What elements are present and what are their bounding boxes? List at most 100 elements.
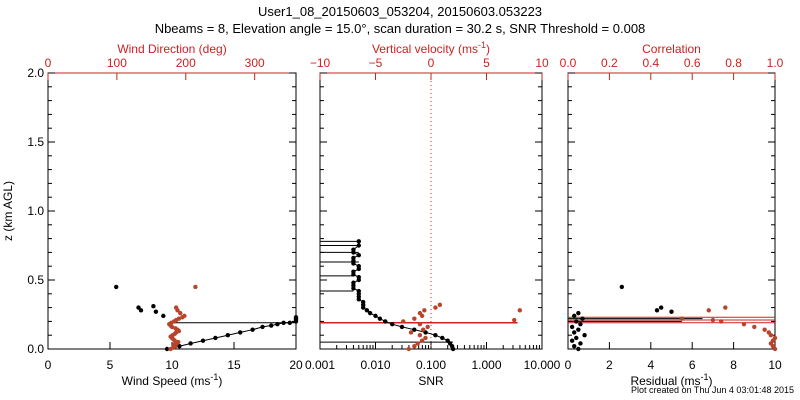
panel3-series-0-point [582, 333, 587, 338]
panel3-top-tick-label: 0.2 [601, 56, 618, 70]
panel2-series-0-point [412, 327, 417, 332]
panel3-series-1-point [772, 335, 778, 341]
panel2-series-1-point [517, 308, 522, 313]
panel1-series-0-point [260, 324, 265, 330]
panel2-series-1-point [417, 333, 423, 338]
panel3-series-0-point [654, 308, 660, 313]
panel3-x-tick-label: 2 [606, 358, 613, 372]
panel1-top-tick-label: 300 [245, 56, 265, 70]
panel1-series-0-point [225, 333, 230, 338]
panel2-x-axis-label: SNR [418, 374, 444, 388]
panel3-series-0-point [572, 344, 577, 349]
panel1-y-tick-label: 1.0 [27, 204, 44, 218]
panel1-x-tick-label: 15 [227, 358, 241, 372]
panel2-series-1-point [406, 346, 411, 352]
panel1-series-0-point [293, 315, 299, 320]
panel2-series-1-point [419, 338, 425, 343]
panel2-series-1-point [412, 316, 417, 321]
panel2-series-0-point [351, 255, 356, 261]
panel3-series-1-point [752, 324, 757, 330]
panel1-series-0-point [287, 320, 292, 325]
panel3-series-0-point [619, 284, 625, 290]
panel1-series-0-point [281, 320, 286, 325]
panel3-series-1-point [710, 317, 716, 323]
panel1-series-0-point [188, 341, 193, 346]
panel2-series-1-point [433, 305, 438, 310]
panel3-top-tick-label: 0.6 [684, 56, 701, 70]
panel1-series-0-point [275, 321, 280, 327]
panel3-series-1-point [762, 327, 767, 332]
panel2-series-1-point [437, 302, 443, 308]
panel1-x-tick-label: 0 [45, 358, 52, 372]
panel3-series-0-point [572, 313, 577, 319]
panel1-y-tick-label: 0.0 [27, 342, 44, 356]
panel2-series-1-point [425, 324, 430, 330]
panel3-series-0-point [569, 324, 575, 330]
panel2-series-0-point [360, 299, 366, 305]
panel1-series-2-point [178, 310, 183, 316]
panel2-series-0-point [356, 243, 361, 248]
panel2-series-1-point [422, 308, 427, 313]
panel2-series-0-point [356, 288, 361, 294]
panel2-series-0-point [433, 333, 438, 338]
panel2-top-tick-label: −5 [369, 56, 383, 70]
panel1-x-tick-label: 10 [165, 358, 179, 372]
panel1-x-tick-label: 5 [107, 358, 114, 372]
chart-subtitle: Nbeams = 8, Elevation angle = 15.0°, sca… [154, 21, 646, 36]
panel2-series-0-point [356, 239, 361, 244]
panel1-series-0-point [250, 327, 255, 332]
panel1-frame [47, 72, 297, 350]
panel1-top-axis-label: Wind Direction (deg) [117, 42, 226, 56]
panel2-series-0-point [367, 310, 373, 316]
panel3-series-0-point [669, 309, 674, 314]
panel2-top-tick-label: 10 [535, 56, 549, 70]
panel2-series-1-point [512, 317, 517, 323]
panel3-series-0-point [580, 316, 585, 321]
panel2-x-tick-label: 0.001 [305, 358, 335, 372]
panel1-series-0-line [166, 317, 297, 350]
panel1-x-tick-label: 20 [289, 358, 303, 372]
panel1-series-2-point [173, 326, 178, 331]
panel1-top-tick-label: 0 [45, 56, 52, 70]
panel2-series-0-point [364, 308, 370, 313]
panel2-series-1-point [412, 344, 417, 349]
panel3-series-1-point [741, 321, 747, 327]
panel2-series-0-point [377, 316, 383, 321]
panel2-series-1-point [421, 327, 426, 332]
panel3-top-tick-label: 1.0 [767, 56, 784, 70]
panel2-series-1-point [417, 310, 423, 316]
panel3-top-tick-label: 0.0 [560, 56, 577, 70]
panel2-series-1-point [408, 330, 414, 335]
panel2-series-0-point [351, 269, 356, 274]
panel2-top-axis-label: Vertical velocity (ms-1) [372, 40, 490, 56]
panel2-series-0-line [352, 241, 454, 350]
panel3-series-0-point [578, 321, 583, 327]
panel2-series-0-point [373, 313, 378, 319]
panel3-x-tick-label: 6 [689, 358, 696, 372]
chart-title: User1_08_20150603_053204, 20150603.05322… [257, 4, 543, 19]
panel1-x-axis-label: Wind Speed (ms-1) [122, 372, 223, 388]
panel1-series-0-point [238, 330, 243, 335]
panel1-series-2-point [182, 313, 187, 319]
panel1-series-0-point [200, 338, 206, 343]
panel2-series-1-point [415, 341, 420, 346]
panel3-top-tick-label: 0.8 [725, 56, 742, 70]
panel1-series-0-point [269, 323, 274, 328]
panel1-series-0-point [177, 344, 182, 349]
panel3-series-0-point [578, 341, 583, 346]
panel1-y-axis-label: z (km AGL) [1, 181, 15, 241]
panel2-x-tick-label: 1.000 [471, 358, 501, 372]
panel2-series-0-point [399, 324, 405, 330]
panel1-series-2-point [176, 339, 181, 345]
panel3-series-0-point [574, 319, 579, 324]
panel3-x-tick-label: 8 [730, 358, 737, 372]
panel1-series-2-point [176, 316, 182, 321]
panel3-x-tick-label: 0 [565, 358, 572, 372]
panel1-series-1-point [153, 309, 159, 314]
panel1-top-tick-label: 200 [176, 56, 196, 70]
panel3-series-0-point [572, 330, 577, 335]
panel3-series-0-point [569, 338, 575, 343]
panel3-top-axis-label: Correlation [642, 42, 701, 56]
panel1-series-0-point [213, 335, 218, 341]
panel3-series-1-point [723, 305, 728, 310]
